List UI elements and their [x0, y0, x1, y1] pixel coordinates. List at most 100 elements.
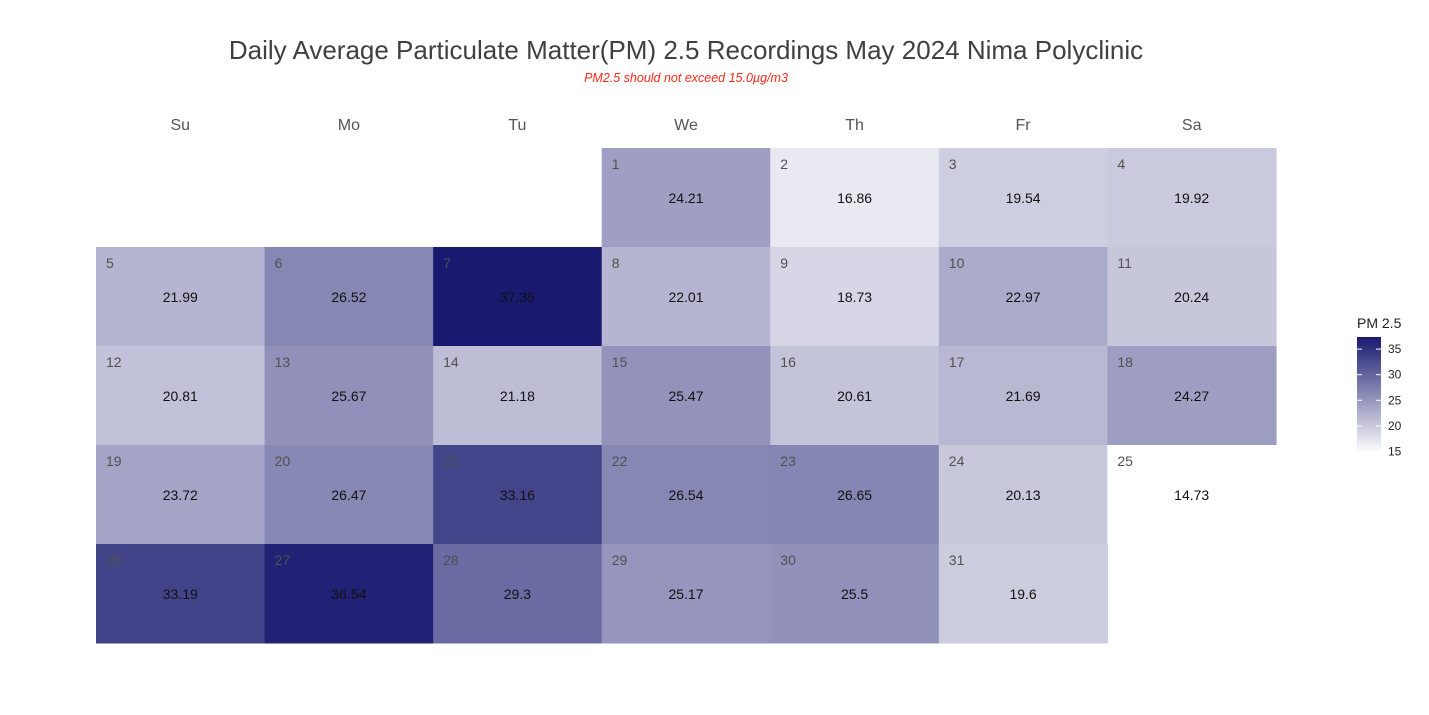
chart-title: Daily Average Particulate Matter(PM) 2.5…	[229, 35, 1143, 65]
legend-tick-label: 35	[1388, 342, 1402, 356]
calendar-tile: 11 20.24	[1107, 247, 1277, 347]
tile-value-label: 20.81	[163, 388, 198, 404]
tile-value-label: 16.86	[837, 190, 872, 206]
weekday-label-su: Su	[171, 117, 191, 134]
tile-day-number: 13	[275, 354, 291, 370]
tile-fill	[770, 148, 940, 248]
tile-value-label: 21.18	[500, 388, 535, 404]
legend-title: PM 2.5	[1357, 315, 1402, 331]
tile-fill	[938, 544, 1109, 644]
calendar-tile: 13 25.67	[264, 346, 434, 446]
tile-fill	[1107, 247, 1277, 347]
color-legend: PM 2.5 15 20 25 30 35	[1357, 315, 1402, 459]
weekday-label-sa: Sa	[1182, 117, 1202, 134]
tile-day-number: 21	[443, 453, 459, 469]
tile-day-number: 28	[443, 552, 459, 568]
tile-fill	[1107, 445, 1277, 545]
chart-subtitle: PM2.5 should not exceed 15.0µg/m3	[584, 71, 788, 85]
tile-day-number: 30	[780, 552, 796, 568]
weekday-label-th: Th	[845, 117, 864, 134]
tile-value-label: 19.92	[1174, 190, 1209, 206]
tile-value-label: 25.47	[668, 388, 703, 404]
calendar-tile: 319.54	[938, 148, 1109, 248]
tile-value-label: 26.52	[331, 289, 366, 305]
tile-fill	[601, 445, 771, 545]
calendar-tile: 626.52	[264, 247, 434, 347]
tile-value-label: 22.01	[668, 289, 703, 305]
tile-value-label: 23.72	[163, 487, 198, 503]
tile-day-number: 17	[949, 354, 965, 370]
tile-day-number: 9	[780, 255, 788, 271]
tile-fill	[433, 247, 603, 347]
calendar-tile: 22 26.54	[601, 445, 771, 545]
tile-day-number: 14	[443, 354, 459, 370]
tile-day-number: 23	[780, 453, 796, 469]
legend-tick-label: 25	[1388, 393, 1402, 407]
tile-fill	[770, 544, 940, 644]
tile-day-number: 2	[780, 156, 788, 172]
tile-day-number: 4	[1117, 156, 1125, 172]
tile-fill	[601, 544, 771, 644]
calendar-tile: 31 19.6	[938, 544, 1109, 644]
tile-fill	[264, 445, 434, 545]
tile-fill	[1107, 346, 1277, 446]
tile-fill	[938, 148, 1109, 248]
calendar-tile: 20 26.47	[264, 445, 434, 545]
tile-day-number: 24	[949, 453, 965, 469]
tile-fill	[96, 445, 266, 545]
calendar-tile: 26 33.19	[96, 544, 266, 644]
tile-fill	[433, 445, 603, 545]
legend-ticks: 15 20 25 30 35	[1357, 342, 1402, 459]
tile-value-label: 14.73	[1174, 487, 1209, 503]
calendar-tile: 216.86	[770, 148, 940, 248]
tile-value-label: 25.17	[668, 586, 703, 602]
tile-value-label: 22.97	[1006, 289, 1041, 305]
calendar-tile: 737.35	[433, 247, 603, 347]
tile-fill	[770, 445, 940, 545]
calendar-tile: 29 25.17	[601, 544, 771, 644]
tile-fill	[96, 346, 266, 446]
tile-value-label: 26.54	[668, 487, 703, 503]
calendar-tile: 12 20.81	[96, 346, 266, 446]
tile-day-number: 31	[949, 552, 965, 568]
tile-day-number: 27	[275, 552, 291, 568]
weekday-label-we: We	[674, 117, 698, 134]
tile-value-label: 20.24	[1174, 289, 1209, 305]
tile-fill	[601, 148, 771, 248]
tile-fill	[433, 346, 603, 446]
tile-fill	[938, 346, 1109, 446]
calendar-tile: 27 36.54	[264, 544, 434, 644]
tile-day-number: 10	[949, 255, 965, 271]
tile-day-number: 26	[106, 552, 122, 568]
tile-value-label: 36.54	[331, 586, 366, 602]
tile-fill	[938, 247, 1109, 347]
tile-fill	[96, 544, 266, 644]
tile-day-number: 6	[275, 255, 283, 271]
weekday-label-fr: Fr	[1016, 117, 1032, 134]
calendar-tile: 124.21	[601, 148, 771, 248]
calendar-tile: 15 25.47	[601, 346, 771, 446]
tile-day-number: 7	[443, 255, 451, 271]
weekday-label-mo: Mo	[338, 117, 360, 134]
tile-day-number: 12	[106, 354, 122, 370]
tile-value-label: 18.73	[837, 289, 872, 305]
calendar-tile: 17 21.69	[938, 346, 1109, 446]
tile-value-label: 24.27	[1174, 388, 1209, 404]
tile-fill	[433, 544, 603, 644]
tile-value-label: 21.99	[163, 289, 198, 305]
tile-day-number: 25	[1117, 453, 1133, 469]
tile-value-label: 26.47	[331, 487, 366, 503]
calendar-tile: 419.92	[1107, 148, 1277, 248]
calendar-tile: 28 29.3	[433, 544, 603, 644]
tile-day-number: 19	[106, 453, 122, 469]
tile-value-label: 25.67	[331, 388, 366, 404]
tile-day-number: 5	[106, 255, 114, 271]
calendar-tile: 16 20.61	[770, 346, 940, 446]
tile-day-number: 1	[612, 156, 620, 172]
tile-value-label: 19.54	[1006, 190, 1041, 206]
tile-fill	[264, 544, 434, 644]
tile-fill	[264, 247, 434, 347]
tile-fill	[770, 346, 940, 446]
tile-value-label: 20.13	[1006, 487, 1041, 503]
